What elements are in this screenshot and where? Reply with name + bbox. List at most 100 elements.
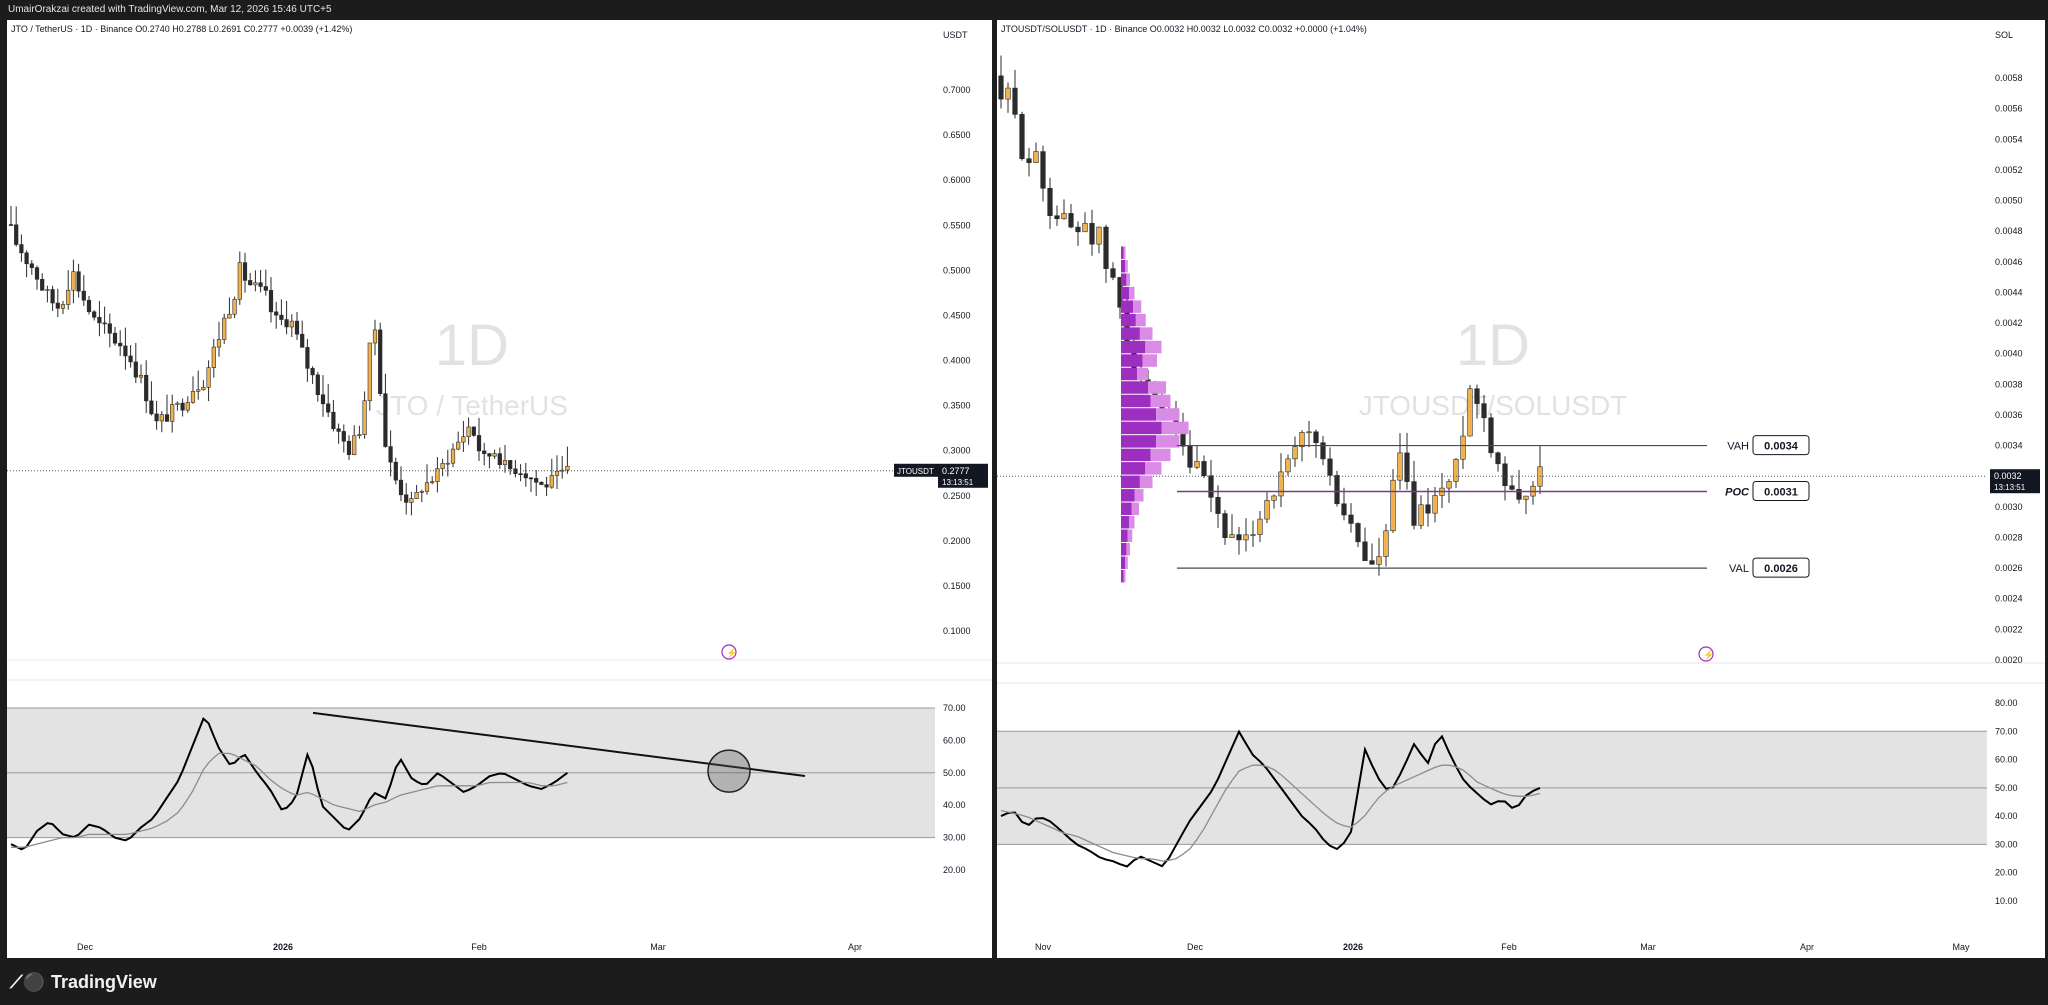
candle-body	[1292, 446, 1298, 460]
candle-body	[1019, 114, 1025, 160]
candle-body	[242, 262, 248, 281]
volume-profile-bar	[1127, 529, 1133, 542]
volume-profile-bar	[1121, 259, 1126, 273]
candle-body	[14, 224, 19, 245]
volume-profile-bar	[1135, 313, 1146, 327]
candle-body	[1047, 187, 1053, 217]
chart-legend: JTOUSDT/SOLUSDT · 1D · Binance O0.0032 H…	[1001, 24, 1367, 34]
candle-body	[19, 244, 24, 254]
candle-body	[367, 342, 372, 402]
candle-body	[1250, 534, 1256, 536]
rsi-tick-label: 50.00	[943, 768, 966, 778]
candle-body	[419, 491, 424, 493]
time-axis-label: Feb	[1501, 942, 1517, 952]
rsi-tick-label: 40.00	[1995, 811, 2018, 821]
volume-profile-bar	[1121, 408, 1157, 421]
candle-body	[1474, 388, 1480, 404]
candle-body	[398, 479, 404, 496]
candle-body	[274, 311, 279, 316]
rsi-ma-line	[1000, 764, 1541, 862]
candle-body	[258, 282, 263, 287]
volume-profile-bar	[1126, 542, 1130, 556]
candle-body	[539, 481, 544, 485]
candle-body	[1236, 534, 1242, 541]
candle-body	[1383, 530, 1389, 557]
price-tick-label: 0.0042	[1995, 318, 2023, 328]
price-tick-label: 0.0034	[1995, 441, 2023, 451]
candle-body	[40, 278, 45, 291]
rsi-tick-label: 80.00	[1995, 698, 2018, 708]
candle-body	[1341, 503, 1347, 516]
volume-profile-bar	[1156, 408, 1180, 421]
price-badge-bg	[938, 463, 988, 488]
volume-profile-bar	[1121, 273, 1127, 286]
candle-body	[1495, 452, 1501, 465]
attribution-text: UmairOrakzai created with TradingView.co…	[8, 4, 332, 15]
time-axis-label: 2026	[1343, 942, 1363, 952]
rsi-tick-label: 60.00	[1995, 755, 2018, 765]
price-tick-label: 0.2500	[943, 491, 971, 501]
candle-body	[1054, 215, 1060, 220]
vp-level-box	[1752, 481, 1810, 502]
price-tick-label: 0.0024	[1995, 594, 2023, 604]
chart-panel-jtousdt[interactable]: JTO / TetherUS · 1D · Binance O0.2740 H0…	[7, 20, 992, 958]
candle-body	[222, 317, 227, 340]
volume-profile-bar	[1139, 475, 1153, 489]
candle-body	[528, 477, 534, 480]
price-tick-label: 0.0036	[1995, 410, 2023, 420]
volume-profile-bar	[1150, 394, 1171, 408]
candle-body	[8, 224, 14, 226]
jto-sol-chart-svg[interactable]: JTOUSDT/SOLUSDT · 1D · Binance O0.0032 H…	[997, 20, 2045, 958]
watermark-symbol: JTOUSDT/SOLUSDT	[1359, 390, 1628, 421]
volume-profile-bar	[1121, 516, 1130, 529]
candle-body	[1075, 226, 1081, 233]
candle-body	[97, 316, 102, 324]
candle-body	[227, 313, 232, 319]
volume-profile-bar	[1121, 421, 1162, 435]
volume-profile-bar	[1145, 340, 1162, 354]
candle-body	[196, 389, 201, 392]
candle-body	[232, 298, 237, 315]
candle-body	[1313, 431, 1319, 444]
candle-body	[1187, 446, 1193, 468]
jtousdt-chart-svg[interactable]: JTO / TetherUS · 1D · Binance O0.2740 H0…	[7, 20, 992, 958]
candle-body	[456, 441, 461, 450]
vp-level-value: 0.0031	[1764, 487, 1798, 499]
candle-body	[294, 320, 300, 335]
candle-body	[268, 290, 274, 313]
candle-body	[102, 322, 107, 325]
candle-body	[1012, 87, 1018, 115]
chart-panel-jtousdt-solusdt[interactable]: JTOUSDT/SOLUSDT · 1D · Binance O0.0032 H…	[997, 20, 2045, 958]
candle-body	[1026, 158, 1032, 163]
candle-body	[185, 402, 190, 411]
volume-profile-bar	[1145, 462, 1162, 475]
candle-body	[1481, 403, 1487, 419]
volume-profile-bar	[1121, 542, 1127, 556]
candle-body	[372, 329, 378, 344]
rsi-ma-line	[11, 752, 568, 848]
candle-body	[1040, 151, 1046, 189]
volume-profile-bar	[1123, 246, 1126, 259]
volume-profile-bar	[1137, 367, 1148, 381]
candle-body	[1446, 481, 1452, 489]
volume-profile-bar	[1161, 421, 1189, 435]
price-tick-label: 0.5500	[943, 220, 971, 230]
candle-body	[388, 446, 393, 463]
candle-body	[383, 393, 388, 447]
time-axis-label: Dec	[77, 942, 94, 952]
alert-lightning-glyph: ⚡	[1703, 649, 1714, 661]
candle-body	[487, 453, 492, 457]
candle-body	[253, 282, 258, 286]
candle-body	[201, 386, 206, 391]
volume-profile-bar	[1121, 327, 1140, 340]
price-tick-label: 0.0020	[1995, 655, 2023, 665]
candle-body	[170, 404, 175, 422]
candle-body	[190, 391, 196, 403]
candle-body	[1404, 452, 1410, 482]
candle-body	[414, 492, 419, 499]
candle-body	[1467, 388, 1473, 437]
volume-profile-bar	[1121, 340, 1146, 354]
time-axis-label: May	[1952, 942, 1970, 952]
candle-body	[1222, 513, 1228, 538]
candle-body	[476, 435, 482, 452]
